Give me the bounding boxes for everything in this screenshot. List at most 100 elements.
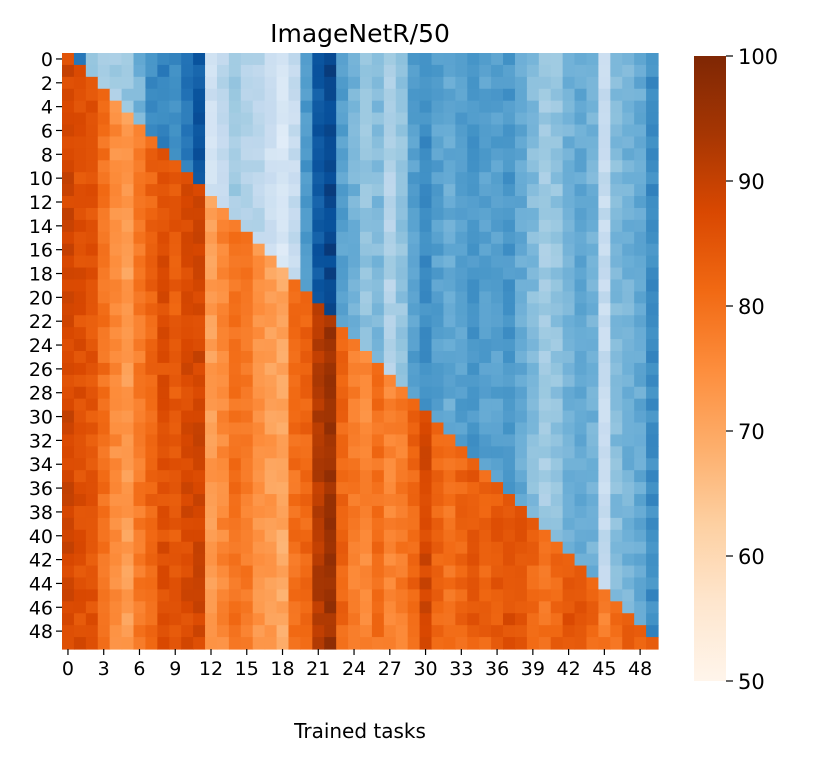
heatmap-cell (407, 625, 421, 638)
heatmap-cell (395, 148, 409, 161)
heatmap-cell (264, 231, 278, 245)
heatmap-cell (85, 339, 99, 352)
heatmap-cell (610, 494, 623, 507)
heatmap-cell (228, 553, 242, 567)
heatmap-cell (479, 637, 492, 650)
heatmap-cell (443, 267, 456, 281)
heatmap-cell (169, 589, 182, 602)
heatmap-cell (121, 410, 135, 424)
y-tick-label: 10 (29, 168, 53, 190)
heatmap-cell (312, 255, 325, 269)
heatmap-cell (467, 386, 480, 400)
heatmap-cell (574, 351, 588, 364)
heatmap-cell (205, 160, 218, 173)
heatmap-cell (145, 53, 158, 66)
heatmap-cell (193, 374, 206, 388)
heatmap-cell (419, 613, 433, 626)
heatmap-cell (324, 76, 337, 90)
heatmap-cell (574, 362, 588, 376)
heatmap-cell (97, 529, 111, 543)
heatmap-cell (157, 267, 170, 281)
heatmap-cell (193, 196, 206, 209)
heatmap-cell (503, 637, 516, 650)
heatmap-cell (491, 100, 504, 114)
heatmap-cell (383, 184, 397, 197)
heatmap-cell (550, 434, 564, 447)
heatmap-cell (503, 88, 516, 102)
heatmap-cell (646, 482, 659, 495)
heatmap-cell (598, 339, 611, 352)
heatmap-cell (205, 172, 218, 185)
heatmap-cell (622, 327, 635, 340)
heatmap-cell (586, 458, 599, 471)
heatmap-cell (109, 279, 123, 292)
heatmap-cell (610, 64, 623, 78)
heatmap-cell (586, 517, 599, 531)
heatmap-cell (324, 100, 337, 114)
heatmap-cell (455, 112, 468, 126)
colorbar-tick-label: 80 (738, 295, 765, 319)
heatmap-cell (97, 207, 111, 221)
heatmap-cell (121, 148, 135, 161)
heatmap-cell (431, 112, 445, 126)
heatmap-cell (336, 446, 349, 459)
heatmap-cell (610, 625, 623, 638)
heatmap-cell (514, 88, 528, 102)
heatmap-cell (348, 255, 361, 269)
heatmap-cell (467, 279, 480, 292)
heatmap-cell (85, 601, 99, 614)
heatmap-cell (252, 589, 266, 602)
heatmap-cell (157, 458, 170, 471)
heatmap-cell (181, 291, 194, 304)
heatmap-cell (348, 196, 361, 209)
heatmap-cell (646, 327, 659, 340)
heatmap-cell (622, 255, 635, 269)
heatmap-cell (574, 219, 588, 233)
heatmap-cell (622, 386, 635, 400)
heatmap-cell (276, 160, 290, 173)
heatmap-cell (205, 505, 218, 519)
heatmap-cell (312, 386, 325, 400)
heatmap-cell (443, 196, 456, 209)
heatmap-cell (574, 88, 588, 102)
heatmap-cell (467, 231, 480, 245)
heatmap-cell (538, 458, 552, 471)
heatmap-cell (121, 470, 135, 483)
heatmap-cell (169, 362, 182, 376)
heatmap-cell (312, 88, 325, 102)
heatmap-cell (264, 529, 278, 543)
heatmap-cell (526, 267, 540, 281)
heatmap-cell (73, 577, 87, 590)
heatmap-cell (419, 470, 433, 483)
heatmap-cell (419, 53, 433, 66)
heatmap-cell (622, 577, 635, 590)
heatmap-cell (73, 303, 87, 316)
heatmap-cell (85, 613, 99, 626)
heatmap-cell (419, 291, 433, 304)
heatmap-cell (300, 470, 313, 483)
heatmap-cell (264, 410, 278, 424)
heatmap-cell (574, 160, 588, 173)
heatmap-cell (503, 219, 516, 233)
heatmap-cell (73, 219, 87, 233)
heatmap-cell (288, 243, 301, 257)
heatmap-cell (479, 136, 492, 149)
heatmap-cell (419, 148, 433, 161)
x-tick-label: 36 (485, 658, 509, 680)
heatmap-cell (62, 315, 75, 328)
heatmap-cell (145, 315, 158, 328)
heatmap-cell (312, 124, 325, 138)
heatmap-cell (503, 362, 516, 376)
heatmap-cell (514, 231, 528, 245)
heatmap-cell (407, 577, 421, 590)
heatmap-cell (276, 136, 290, 149)
heatmap-cell (240, 112, 254, 126)
heatmap-cell (348, 398, 361, 412)
heatmap-cell (181, 124, 194, 138)
heatmap-cell (634, 291, 647, 304)
heatmap-cell (622, 279, 635, 292)
heatmap-cell (407, 279, 421, 292)
heatmap-cell (181, 422, 194, 436)
heatmap-cell (455, 76, 468, 90)
heatmap-cell (646, 637, 659, 650)
